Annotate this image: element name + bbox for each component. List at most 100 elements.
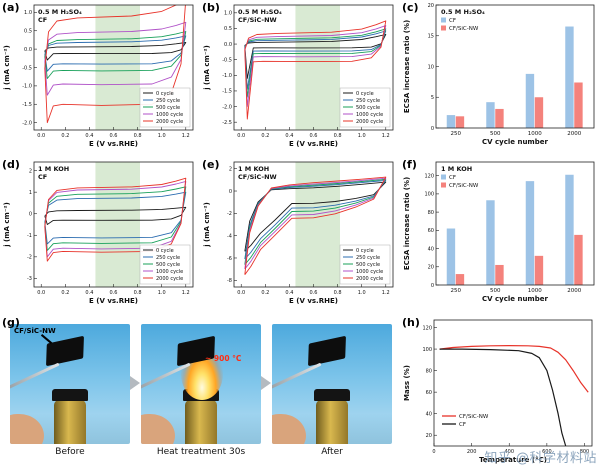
svg-text:1 M KOH: 1 M KOH [441, 165, 472, 173]
svg-text:-2: -2 [227, 211, 232, 217]
svg-text:0.5 M H₂SO₄: 0.5 M H₂SO₄ [38, 8, 82, 16]
svg-text:1.2: 1.2 [382, 290, 390, 296]
svg-text:-2: -2 [27, 255, 32, 261]
svg-text:-2.0: -2.0 [222, 104, 232, 110]
svg-text:2000 cycle: 2000 cycle [356, 119, 383, 125]
svg-text:0.4: 0.4 [85, 290, 93, 296]
svg-text:120: 120 [422, 325, 432, 331]
lighter-icon [52, 389, 88, 444]
svg-text:0.6: 0.6 [110, 290, 118, 296]
panel-h-tga: 0 200 400 600 800 20 40 60 80 100 120 Temperature (… [400, 314, 600, 472]
svg-text:500 cycle: 500 cycle [356, 262, 380, 268]
svg-text:60: 60 [426, 390, 432, 396]
svg-text:200: 200 [467, 449, 477, 455]
svg-text:j (mA cm⁻²): j (mA cm⁻²) [3, 45, 11, 91]
svg-text:2000 cycle: 2000 cycle [356, 276, 383, 282]
svg-text:E (V vs.RHE): E (V vs.RHE) [289, 140, 338, 148]
svg-text:20: 20 [426, 433, 432, 439]
svg-text:0.8: 0.8 [334, 290, 342, 296]
svg-text:500: 500 [490, 131, 501, 137]
cv-chart-cf-koh: 0.0 0.2 0.4 0.6 0.8 1.0 1.2 2 1 0 -1 -2 -3 E (V vs.RH… [3, 161, 194, 305]
svg-text:E (V vs.RHE): E (V vs.RHE) [89, 297, 138, 305]
svg-text:j (mA cm⁻²): j (mA cm⁻²) [203, 45, 211, 91]
svg-text:500: 500 [490, 288, 501, 294]
svg-text:0: 0 [432, 449, 435, 455]
svg-text:0.0: 0.0 [237, 133, 245, 139]
ecsa-bar-chart-koh: 250 500 1000 2000 0 20 40 60 80 100 120 CV cycle nu… [403, 161, 595, 303]
svg-text:0: 0 [431, 283, 434, 289]
panel-letter-d: (d) [2, 158, 20, 171]
svg-text:1.0: 1.0 [158, 290, 166, 296]
svg-text:80: 80 [426, 368, 432, 374]
panel-letter-e: (e) [202, 158, 220, 171]
svg-text:-1.0: -1.0 [22, 84, 32, 90]
svg-text:20: 20 [428, 3, 434, 9]
svg-text:CF/SiC-NW: CF/SiC-NW [238, 16, 277, 24]
tweezers-icon [272, 362, 322, 393]
svg-text:j (mA cm⁻²): j (mA cm⁻²) [203, 202, 211, 248]
svg-text:CF/SiC-NW: CF/SiC-NW [449, 26, 479, 32]
svg-text:0.0: 0.0 [224, 42, 232, 48]
arrow-right-icon [261, 376, 271, 390]
sample-icon [46, 335, 84, 367]
svg-text:E (V vs.RHE): E (V vs.RHE) [289, 297, 338, 305]
panel-g-flame-test: CF/SiC-NW ~ 900 °C Before Heat treatment… [0, 314, 400, 472]
svg-text:-3: -3 [27, 276, 32, 282]
svg-text:0 cycle: 0 cycle [356, 248, 374, 254]
svg-text:Mass (%): Mass (%) [403, 365, 411, 401]
svg-text:E (V vs.RHE): E (V vs.RHE) [89, 140, 138, 148]
panel-letter-h: (h) [402, 316, 420, 329]
photo-heat-treatment: ~ 900 °C [141, 324, 261, 444]
panel-letter-g: (g) [2, 316, 20, 329]
svg-text:CV cycle number: CV cycle number [482, 295, 548, 303]
svg-text:250: 250 [451, 288, 462, 294]
svg-text:CF/SiC-NW: CF/SiC-NW [238, 173, 277, 181]
panel-c-ecsa-bar-h2so4: 250 500 1000 2000 0 5 10 15 20 CV cycle number ECS… [400, 0, 600, 157]
svg-text:0.2: 0.2 [61, 290, 69, 296]
svg-text:1000 cycle: 1000 cycle [156, 269, 183, 275]
svg-text:400: 400 [504, 449, 514, 455]
svg-text:0.6: 0.6 [310, 133, 318, 139]
panel-letter-a: (a) [2, 1, 20, 14]
svg-text:250 cycle: 250 cycle [156, 98, 180, 104]
svg-text:CF: CF [459, 422, 466, 428]
cv-chart-sicnw-h2so4: 0.0 0.2 0.4 0.6 0.8 1.0 1.2 1.0 0.5 0.0 -0.5 -1.0 -1… [203, 4, 394, 148]
svg-text:0.6: 0.6 [310, 290, 318, 296]
svg-text:1.0: 1.0 [24, 10, 32, 16]
sample-label-arrow-icon [40, 334, 53, 344]
caption-heat-treatment: Heat treatment 30s [156, 447, 246, 457]
panel-b-cv-sicnw-h2so4: 0.0 0.2 0.4 0.6 0.8 1.0 1.2 1.0 0.5 0.0 -0.5 -1.0 -1… [200, 0, 400, 157]
svg-text:j (mA cm⁻²): j (mA cm⁻²) [3, 202, 11, 248]
svg-text:0.5: 0.5 [24, 29, 32, 35]
svg-text:0 cycle: 0 cycle [156, 248, 174, 254]
svg-text:CF: CF [449, 175, 456, 181]
svg-text:2: 2 [229, 166, 232, 172]
svg-text:250 cycle: 250 cycle [356, 255, 380, 261]
svg-text:5: 5 [431, 95, 434, 101]
svg-text:0.0: 0.0 [37, 133, 45, 139]
svg-text:0.0: 0.0 [24, 47, 32, 53]
ecsa-bar-chart-h2so4: 250 500 1000 2000 0 5 10 15 20 CV cycle number ECS… [403, 3, 595, 146]
panel-e-cv-sicnw-koh: 0.0 0.2 0.4 0.6 0.8 1.0 1.2 2 0 -2 -4 -6 -8 E (V vs.R… [200, 157, 400, 314]
svg-text:20: 20 [428, 265, 434, 271]
hand-icon [272, 414, 306, 444]
svg-text:250: 250 [451, 131, 462, 137]
svg-text:0.8: 0.8 [334, 133, 342, 139]
svg-text:250 cycle: 250 cycle [356, 98, 380, 104]
svg-text:0.6: 0.6 [110, 133, 118, 139]
svg-text:0.8: 0.8 [134, 290, 142, 296]
hand-icon [141, 414, 175, 444]
svg-text:40: 40 [428, 246, 434, 252]
svg-text:0 cycle: 0 cycle [156, 91, 174, 97]
tga-line-chart: 0 200 400 600 800 20 40 60 80 100 120 Temperature (… [403, 319, 593, 464]
panel-d-cv-cf-koh: 0.0 0.2 0.4 0.6 0.8 1.0 1.2 2 1 0 -1 -2 -3 E (V vs.RH… [0, 157, 200, 314]
sample-icon [308, 335, 346, 367]
svg-text:1000 cycle: 1000 cycle [356, 112, 383, 118]
svg-text:CF/SiC-NW: CF/SiC-NW [449, 183, 479, 189]
lighter-icon [314, 389, 350, 444]
svg-text:-1.5: -1.5 [222, 89, 232, 95]
cv-chart-cf-h2so4: 0.0 0.2 0.4 0.6 0.8 1.0 1.2 1.0 0.5 0.0 -0.5 -1.0 -1… [3, 4, 194, 148]
svg-text:1.0: 1.0 [358, 290, 366, 296]
svg-text:100: 100 [422, 347, 432, 353]
